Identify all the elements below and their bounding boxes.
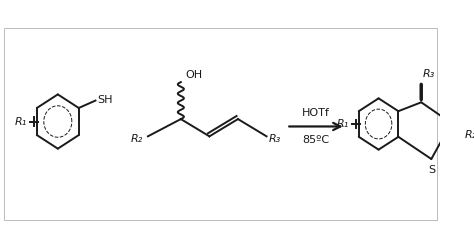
Text: R₂: R₂ (465, 130, 474, 140)
Text: HOTf: HOTf (302, 108, 330, 118)
Text: OH: OH (185, 70, 202, 80)
Text: R₃: R₃ (423, 69, 435, 79)
Bar (4, 28, 437, 220)
Text: R₁: R₁ (337, 119, 349, 129)
Text: R₂: R₂ (130, 134, 143, 144)
Text: R₃: R₃ (268, 134, 281, 144)
Text: R₁: R₁ (14, 117, 27, 126)
Text: 85ºC: 85ºC (302, 135, 329, 145)
Text: SH: SH (97, 94, 113, 105)
Text: S: S (428, 165, 435, 175)
